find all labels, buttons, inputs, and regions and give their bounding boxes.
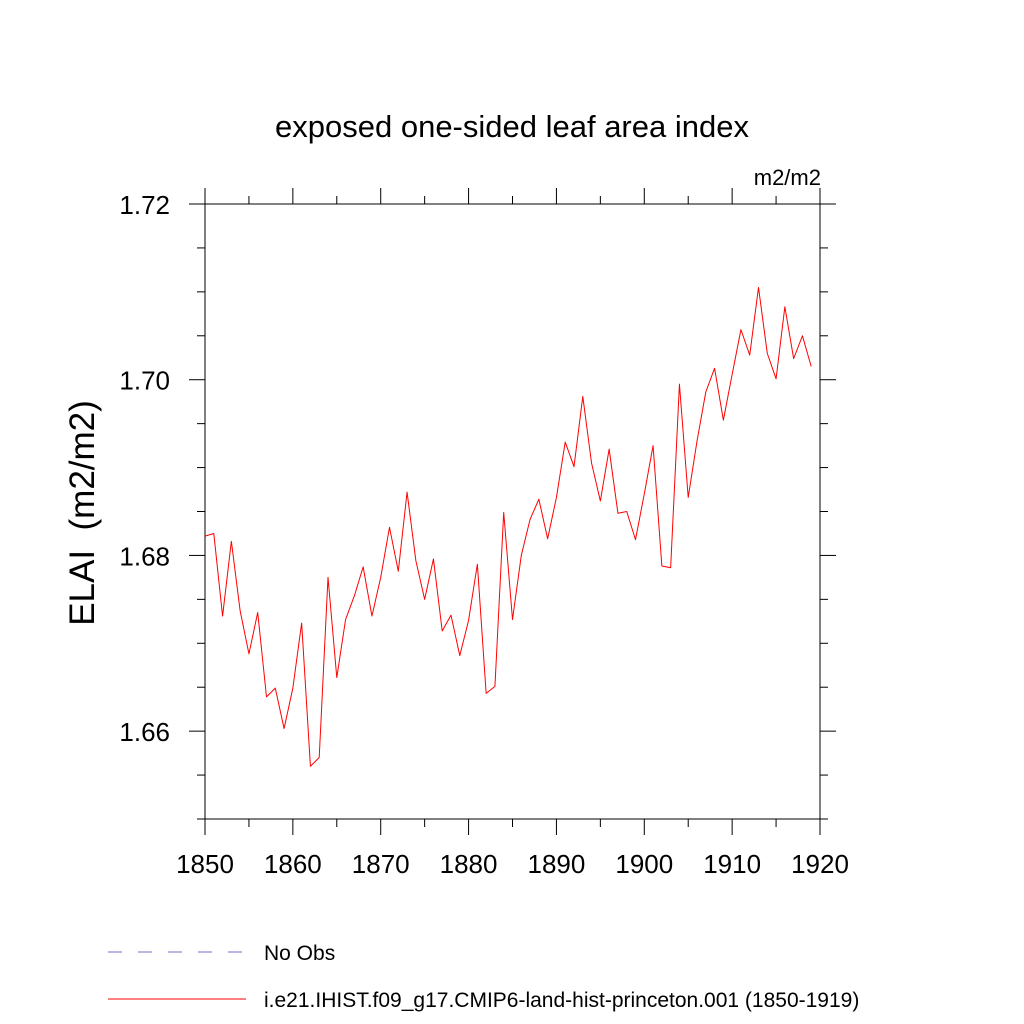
units-label: m2/m2 <box>754 165 821 190</box>
y-tick-label: 1.70 <box>119 366 170 396</box>
x-tick-label: 1870 <box>352 849 410 879</box>
y-axis-title: ELAI (m2/m2) <box>63 400 102 626</box>
y-tick-label: 1.66 <box>119 717 170 747</box>
y-tick-label: 1.68 <box>119 541 170 571</box>
legend-label: No Obs <box>264 942 335 965</box>
legend: No Obs i.e21.IHIST.f09_g17.CMIP6-land-his… <box>108 942 859 1012</box>
x-tick-label: 1910 <box>703 849 761 879</box>
x-tick-label: 1860 <box>264 849 322 879</box>
axis-ticks <box>189 188 836 835</box>
x-tick-label: 1890 <box>528 849 586 879</box>
x-tick-label: 1900 <box>615 849 673 879</box>
axis-tick-labels: 1850 1860 1870 1880 1890 1900 1910 1920 1.66 1.68… <box>119 190 849 879</box>
x-tick-label: 1850 <box>176 849 234 879</box>
x-tick-label: 1880 <box>440 849 498 879</box>
legend-label: i.e21.IHIST.f09_g17.CMIP6-land-hist-prin… <box>264 989 859 1012</box>
series-line <box>204 286 812 767</box>
chart-title: exposed one-sided leaf area index <box>275 109 749 144</box>
plot-frame <box>204 203 821 820</box>
series-layer <box>204 286 812 767</box>
y-tick-label: 1.72 <box>119 190 170 220</box>
x-tick-label: 1920 <box>791 849 849 879</box>
